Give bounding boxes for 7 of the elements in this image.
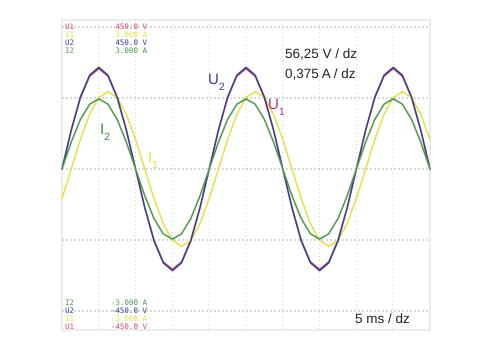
annotation: I$_{2}$ [100, 121, 110, 143]
annotation: U$_{1}$ [268, 96, 285, 118]
annotation: I$_{1}$ [148, 149, 158, 171]
annotation: 56,25 V / dz [285, 46, 358, 61]
annotation: U$_{2}$ [208, 71, 225, 93]
annotation: 5 ms / dz [355, 311, 410, 326]
annotation: 0,375 A / dz [285, 66, 356, 81]
